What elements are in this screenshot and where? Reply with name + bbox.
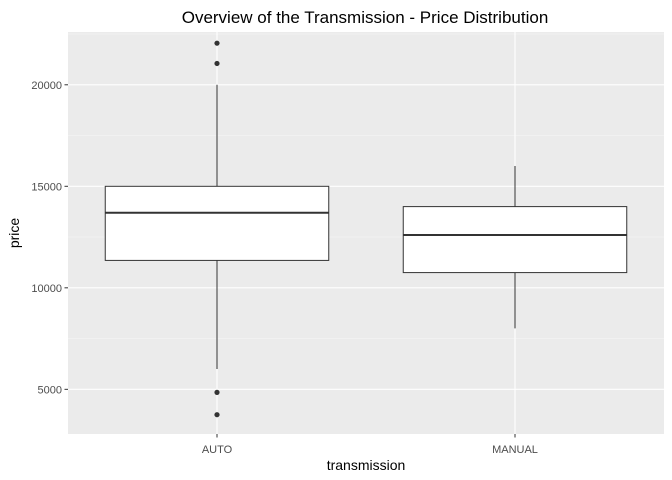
y-tick-label: 20000	[31, 80, 62, 92]
outlier-point	[214, 60, 220, 67]
box-auto	[104, 40, 330, 418]
y-tick-label: 15000	[31, 181, 62, 193]
outlier-point	[214, 412, 220, 418]
boxes	[104, 40, 628, 418]
x-tick-label: AUTO	[202, 444, 233, 456]
chart-title: Overview of the Transmission - Price Dis…	[182, 8, 549, 27]
x-axis-title: transmission	[327, 457, 406, 473]
box-iqr	[104, 185, 330, 261]
y-axis: 5000 10000 15000 20000	[31, 80, 68, 396]
outlier-point	[214, 389, 220, 395]
y-axis-title: price	[6, 218, 22, 249]
x-axis: AUTO MANUAL	[202, 434, 538, 456]
x-tick-label: MANUAL	[492, 444, 538, 456]
y-tick-label: 5000	[38, 384, 62, 396]
y-tick-label: 10000	[31, 283, 62, 295]
box-iqr	[402, 206, 628, 274]
outlier-point	[214, 40, 220, 46]
box-manual	[402, 166, 628, 329]
